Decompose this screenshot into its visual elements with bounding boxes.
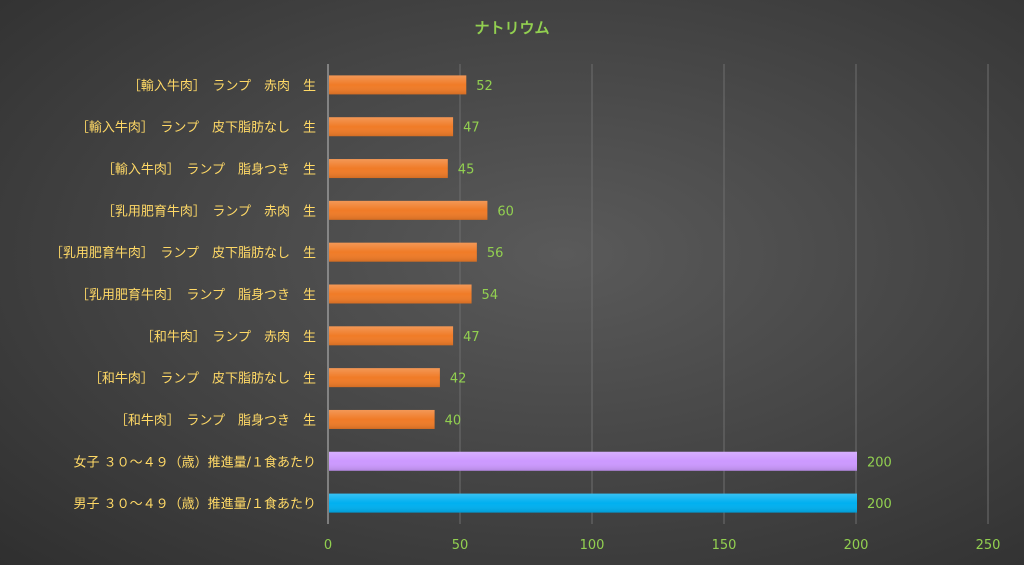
chart-title: ナトリウム: [474, 19, 549, 37]
bars: [329, 75, 857, 513]
category-label: ［乳用肥育牛肉］ ランプ 赤肉 生: [102, 203, 316, 219]
category-label: ［乳用肥育牛肉］ ランプ 皮下脂肪なし 生: [50, 245, 316, 261]
bar-shine: [329, 117, 454, 137]
bar-group: [329, 159, 448, 179]
bar-group: [329, 242, 477, 262]
bar-shine: [329, 451, 857, 471]
category-label: ［和牛肉］ ランプ 脂身つき 生: [115, 412, 316, 428]
data-label: 52: [476, 79, 493, 94]
x-tick-label: 150: [712, 538, 737, 553]
category-label: ［和牛肉］ ランプ 赤肉 生: [141, 330, 316, 345]
x-tick-label: 0: [324, 538, 332, 553]
category-label: 男子 ３０～４９（歳）推進量/１食あたり: [73, 496, 316, 512]
data-label: 200: [867, 455, 892, 470]
category-label: ［和牛肉］ ランプ 皮下脂肪なし 生: [89, 371, 316, 387]
bar-shine: [329, 284, 472, 304]
category-label: ［乳用肥育牛肉］ ランプ 脂身つき 生: [76, 287, 316, 303]
bar-shine: [329, 493, 857, 513]
data-label: 42: [450, 372, 467, 387]
category-labels: ［輸入牛肉］ ランプ 赤肉 生 ［輸入牛肉］ ランプ 皮下脂肪なし 生 ［輸入牛肉］…: [50, 79, 316, 512]
bar-group: [329, 326, 454, 346]
category-label: ［輸入牛肉］ ランプ 皮下脂肪なし 生: [76, 120, 316, 136]
bar-group: [329, 409, 435, 429]
bar-group: [329, 117, 454, 137]
x-tick-label: 200: [844, 538, 869, 553]
bar-group: [329, 493, 857, 513]
bar-group: [329, 451, 857, 471]
data-label: 54: [482, 288, 499, 303]
category-label: ［輸入牛肉］ ランプ 赤肉 生: [128, 79, 316, 94]
bar-shine: [329, 200, 488, 220]
bar-shine: [329, 409, 435, 429]
x-axis-ticks: 0 50 100 150 200 250: [324, 538, 1001, 553]
bar-shine: [329, 326, 454, 346]
bar-shine: [329, 368, 440, 388]
data-label: 40: [445, 413, 462, 428]
data-label: 60: [497, 204, 514, 219]
bar-group: [329, 200, 488, 220]
x-tick-label: 50: [452, 538, 469, 553]
data-label: 56: [487, 246, 504, 261]
data-label: 47: [463, 121, 480, 136]
bar-group: [329, 284, 472, 304]
data-label: 45: [458, 163, 475, 178]
data-label: 47: [463, 330, 480, 345]
data-label: 200: [867, 497, 892, 512]
bar-group: [329, 75, 467, 95]
category-label: 女子 ３０～４９（歳）推進量/１食あたり: [73, 454, 316, 470]
x-tick-label: 250: [976, 538, 1001, 553]
x-tick-label: 100: [580, 538, 605, 553]
gridlines: [459, 64, 989, 524]
bar-shine: [329, 159, 448, 179]
category-label: ［輸入牛肉］ ランプ 脂身つき 生: [102, 162, 316, 178]
bar-shine: [329, 242, 477, 262]
data-labels: 52 47 45 60 56 54 47 42 40 200 200: [445, 79, 892, 512]
bar-group: [329, 368, 440, 388]
bar-shine: [329, 75, 467, 95]
